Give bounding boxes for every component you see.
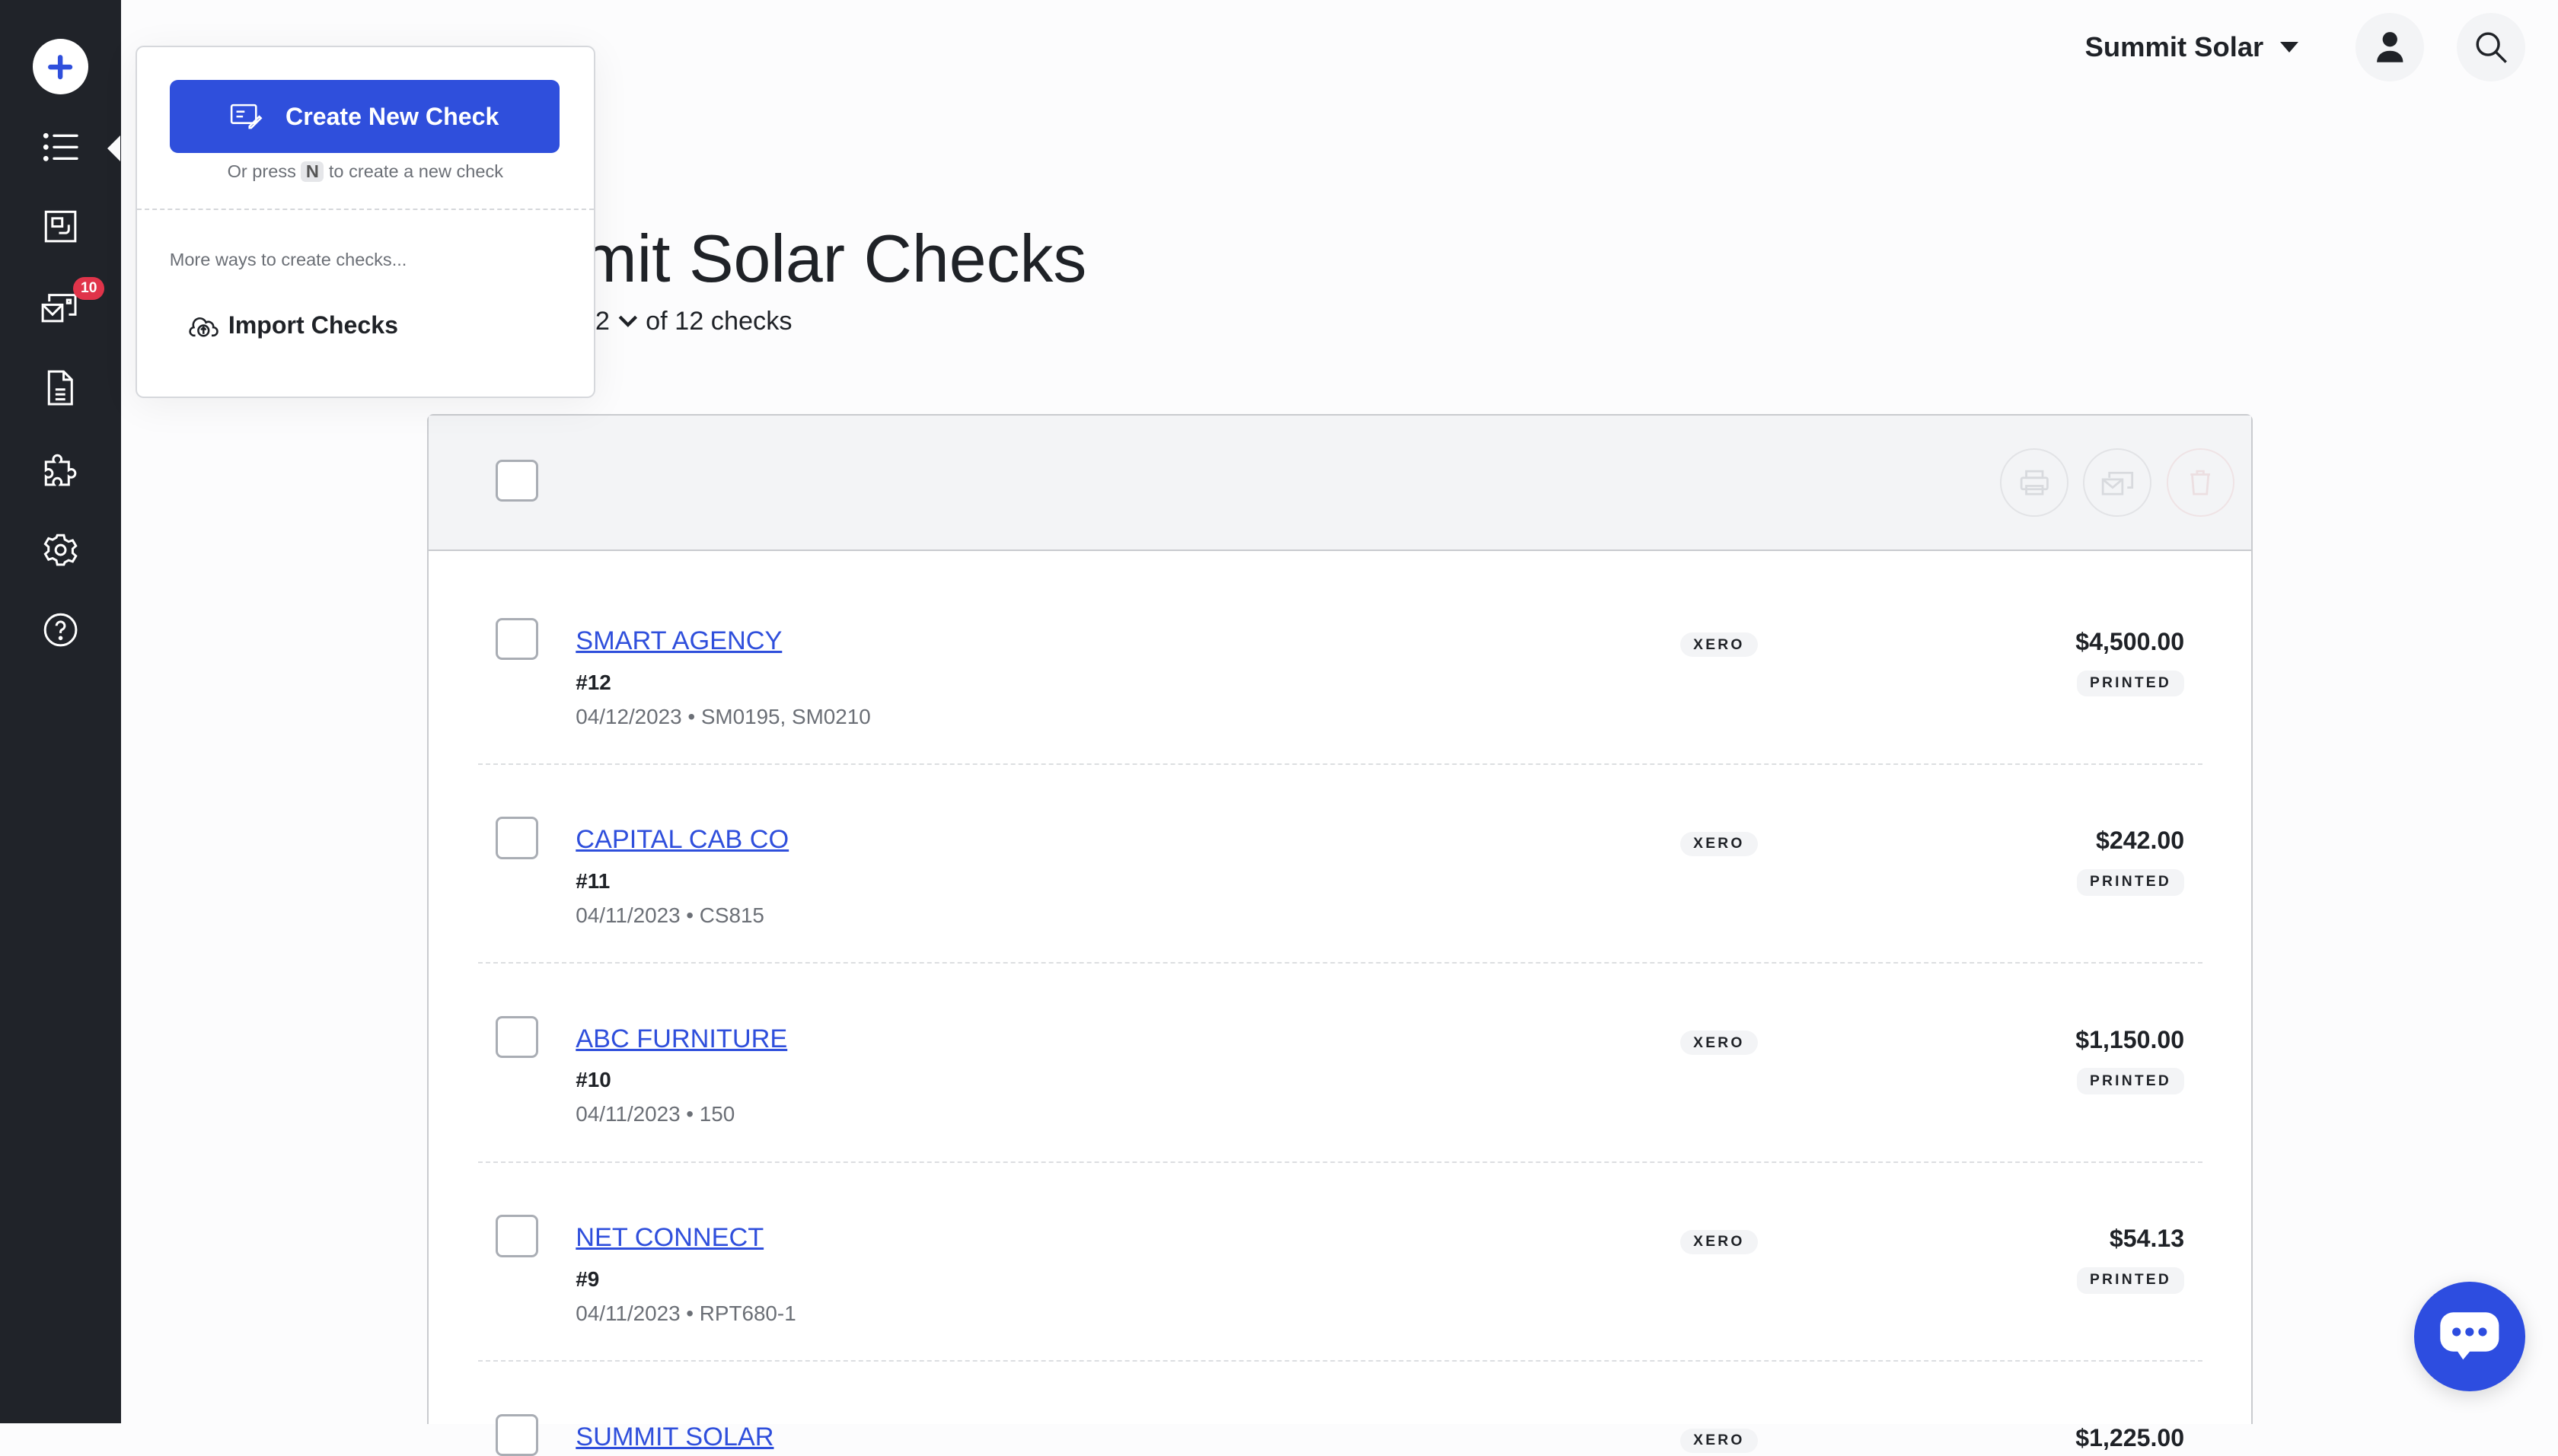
delete-button[interactable]	[2166, 448, 2235, 517]
help-icon	[43, 613, 78, 646]
sidebar-item-help[interactable]	[36, 605, 85, 654]
mail-count-badge: 10	[73, 277, 105, 301]
check-number: #10	[576, 1068, 611, 1092]
check-meta: 04/11/2023 • 150	[576, 1102, 735, 1126]
source-badge: XERO	[1679, 1031, 1758, 1056]
sidebar-item-scan[interactable]	[36, 202, 85, 251]
sidebar: 10	[0, 0, 121, 1423]
sidebar-item-integrations[interactable]	[36, 445, 85, 494]
check-meta: 04/11/2023 • RPT680-1	[576, 1301, 796, 1325]
check-meta: 04/11/2023 • CS815	[576, 903, 764, 927]
popover-pointer	[107, 135, 121, 161]
printer-icon	[2020, 470, 2049, 495]
table-header	[429, 416, 2251, 551]
import-checks-label: Import Checks	[228, 311, 398, 339]
check-amount: $54.13	[2109, 1225, 2185, 1253]
chat-icon	[2440, 1311, 2499, 1360]
check-meta: 04/12/2023 • SM0195, SM0210	[576, 704, 871, 728]
source-badge: XERO	[1679, 831, 1758, 856]
payee-link[interactable]: NET CONNECT	[576, 1223, 764, 1253]
create-check-popover: Create New Check Or press N to create a …	[135, 45, 595, 398]
search-button[interactable]	[2457, 13, 2526, 82]
sidebar-item-checks[interactable]	[36, 123, 85, 171]
import-checks-button[interactable]: Import Checks	[189, 311, 398, 339]
payee-link[interactable]: SMART AGENCY	[576, 626, 783, 655]
create-new-check-label: Create New Check	[285, 102, 499, 130]
checks-table: SMART AGENCY #12 04/12/2023 • SM0195, SM02…	[427, 414, 2253, 1456]
search-icon	[2476, 32, 2507, 63]
user-icon	[2377, 31, 2403, 62]
checks-count: 12 of 12 checks	[581, 307, 793, 336]
row-divider	[477, 1360, 2202, 1362]
company-switcher[interactable]: Summit Solar	[2085, 31, 2298, 63]
check-edit-icon	[231, 104, 263, 129]
shortcut-key: N	[301, 161, 324, 182]
caret-down-icon	[2279, 41, 2298, 53]
print-button[interactable]	[1999, 448, 2068, 517]
user-menu-button[interactable]	[2355, 13, 2425, 82]
status-badge: PRINTED	[2076, 1068, 2185, 1095]
check-amount: $1,225.00	[2075, 1423, 2185, 1451]
row-divider	[477, 962, 2202, 964]
check-number: #11	[576, 868, 611, 893]
company-name: Summit Solar	[2084, 30, 2264, 62]
check-amount: $242.00	[2096, 827, 2185, 855]
gear-icon	[43, 534, 78, 566]
divider	[136, 209, 594, 211]
source-badge: XERO	[1679, 1229, 1758, 1254]
plus-icon	[48, 54, 73, 79]
table-row: NET CONNECT #9 04/11/2023 • RPT680-1 XERO $5…	[429, 1163, 2251, 1362]
chat-button[interactable]	[2414, 1282, 2526, 1391]
row-checkbox[interactable]	[496, 617, 538, 661]
payee-link[interactable]: ABC FURNITURE	[576, 1024, 788, 1053]
list-icon	[43, 132, 78, 161]
chevron-down-icon[interactable]	[618, 315, 638, 328]
sidebar-item-settings[interactable]	[36, 525, 85, 574]
hint-text: Or press	[227, 161, 296, 181]
source-badge: XERO	[1679, 1428, 1758, 1454]
row-checkbox[interactable]	[496, 1215, 538, 1257]
check-amount: $1,150.00	[2075, 1025, 2185, 1053]
sidebar-item-documents[interactable]	[36, 364, 85, 413]
row-checkbox[interactable]	[496, 817, 538, 859]
row-divider	[477, 763, 2202, 765]
source-badge: XERO	[1679, 632, 1758, 658]
document-icon	[47, 371, 73, 406]
table-row: CAPITAL CAB CO #11 04/11/2023 • CS815 XERO $…	[429, 765, 2251, 964]
mail-button[interactable]	[2083, 448, 2151, 517]
hint-text: to create a new check	[328, 161, 504, 181]
check-number: #9	[576, 1266, 600, 1291]
row-checkbox[interactable]	[496, 1413, 538, 1456]
select-all-checkbox[interactable]	[496, 460, 538, 502]
puzzle-icon	[44, 454, 76, 486]
check-number: #12	[576, 670, 611, 694]
status-badge: PRINTED	[2076, 670, 2185, 697]
cloud-upload-icon	[189, 317, 218, 337]
payee-link[interactable]: SUMMIT SOLAR	[576, 1422, 774, 1451]
row-divider	[477, 1161, 2202, 1163]
shortcut-hint: Or press N to create a new check	[137, 161, 594, 182]
count-text: of 12 checks	[646, 306, 793, 336]
table-row: SMART AGENCY #12 04/12/2023 • SM0195, SM02…	[429, 566, 2251, 765]
table-row: ABC FURNITURE #10 04/11/2023 • 150 XERO $1,1…	[429, 964, 2251, 1163]
table-row: SUMMIT SOLAR XERO $1,225.00	[429, 1362, 2251, 1456]
create-new-check-button[interactable]: Create New Check	[169, 79, 560, 154]
check-amount: $4,500.00	[2075, 627, 2185, 655]
create-button[interactable]	[32, 39, 88, 95]
status-badge: PRINTED	[2076, 868, 2185, 896]
row-checkbox[interactable]	[496, 1015, 538, 1059]
more-ways-label: More ways to create checks...	[169, 249, 407, 269]
payee-link[interactable]: CAPITAL CAB CO	[576, 825, 789, 855]
scan-icon	[44, 211, 77, 243]
status-badge: PRINTED	[2076, 1266, 2185, 1294]
trash-icon	[2190, 470, 2211, 495]
mail-checks-icon	[2101, 471, 2133, 495]
